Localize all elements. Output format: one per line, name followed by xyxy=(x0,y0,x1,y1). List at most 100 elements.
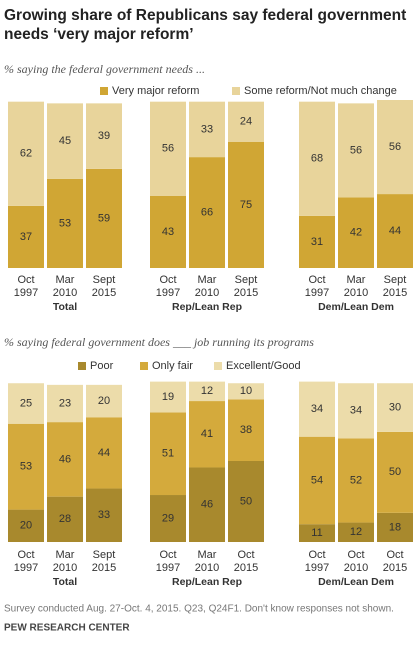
value-label: 46 xyxy=(201,499,213,511)
legend-swatch xyxy=(214,362,222,370)
value-label: 68 xyxy=(311,153,323,165)
bar-segment xyxy=(299,101,335,216)
bar-segment xyxy=(8,101,44,206)
value-label: 30 xyxy=(389,401,401,413)
x-tick-label: Oct xyxy=(159,274,176,286)
bar-segment xyxy=(8,383,44,424)
value-label: 54 xyxy=(311,474,323,486)
bar-segment xyxy=(150,195,186,268)
legend-label: Poor xyxy=(90,360,114,372)
value-label: 44 xyxy=(98,447,110,459)
bar-segment xyxy=(189,381,225,402)
x-tick-label: 2010 xyxy=(344,287,368,299)
x-tick-label: Mar xyxy=(198,274,217,286)
note: Survey conducted Aug. 27-Oct. 4, 2015. Q… xyxy=(4,604,394,615)
x-tick-label: 1997 xyxy=(156,562,180,574)
bar-segment xyxy=(189,101,225,158)
x-tick-label: 1997 xyxy=(14,562,38,574)
value-label: 34 xyxy=(350,405,362,417)
x-tick-label: 2015 xyxy=(383,562,407,574)
x-tick-label: 2010 xyxy=(53,287,77,299)
bar-segment xyxy=(86,103,122,169)
value-label: 25 xyxy=(20,397,32,409)
bar-segment xyxy=(47,496,83,542)
value-label: 10 xyxy=(240,385,252,397)
bar-segment xyxy=(299,381,335,437)
group-label: Dem/Lean Dem xyxy=(318,301,394,313)
value-label: 12 xyxy=(201,385,213,397)
x-tick-label: Sept xyxy=(93,549,116,561)
value-label: 52 xyxy=(350,474,362,486)
x-tick-label: Oct xyxy=(308,549,325,561)
bar-segment xyxy=(299,524,335,542)
value-label: 41 xyxy=(201,428,213,440)
x-tick-label: Oct xyxy=(17,274,34,286)
value-label: 29 xyxy=(162,512,174,524)
subtitle: % saying the federal government needs ..… xyxy=(4,62,205,76)
value-label: 28 xyxy=(59,513,71,525)
x-tick-label: Oct xyxy=(308,274,325,286)
bar-segment xyxy=(377,512,413,542)
title-line: Growing share of Republicans say federal… xyxy=(4,7,406,24)
value-label: 18 xyxy=(389,521,401,533)
value-label: 34 xyxy=(311,403,323,415)
x-tick-label: Mar xyxy=(347,274,366,286)
bar-segment xyxy=(228,399,264,461)
bar-segment xyxy=(86,488,122,542)
bar-segment xyxy=(377,194,413,268)
source: PEW RESEARCH CENTER xyxy=(4,623,130,634)
legend-swatch xyxy=(232,87,240,95)
x-tick-label: 2015 xyxy=(92,562,116,574)
value-label: 33 xyxy=(98,509,110,521)
value-label: 20 xyxy=(20,520,32,532)
x-tick-label: Mar xyxy=(56,549,75,561)
value-label: 45 xyxy=(59,135,71,147)
x-tick-label: Sept xyxy=(93,274,116,286)
legend-label: Excellent/Good xyxy=(226,360,301,372)
bar-segment xyxy=(228,383,264,400)
group-label: Rep/Lean Rep xyxy=(172,576,242,588)
legend-swatch xyxy=(100,87,108,95)
value-label: 42 xyxy=(350,227,362,239)
value-label: 24 xyxy=(240,116,252,128)
value-label: 50 xyxy=(389,466,401,478)
value-label: 33 xyxy=(201,123,213,135)
x-tick-label: Oct xyxy=(237,549,254,561)
value-label: 44 xyxy=(389,225,401,237)
value-label: 19 xyxy=(162,391,174,403)
value-label: 39 xyxy=(98,130,110,142)
bar-segment xyxy=(228,101,264,142)
bar-segment xyxy=(47,103,83,179)
x-tick-label: 2010 xyxy=(195,562,219,574)
x-tick-label: Mar xyxy=(198,549,217,561)
group-label: Dem/Lean Dem xyxy=(318,576,394,588)
bar-segment xyxy=(150,412,186,496)
bar-segment xyxy=(47,422,83,497)
value-label: 59 xyxy=(98,212,110,224)
bar-segment xyxy=(86,168,122,268)
legend-label: Only fair xyxy=(152,360,193,372)
legend-label: Some reform/Not much change xyxy=(244,85,397,97)
bar-segment xyxy=(338,383,374,439)
x-tick-label: 1997 xyxy=(305,287,329,299)
legend-swatch xyxy=(140,362,148,370)
group-label: Total xyxy=(53,301,77,313)
value-label: 56 xyxy=(350,144,362,156)
value-label: 51 xyxy=(162,448,174,460)
bar-segment xyxy=(189,467,225,542)
value-label: 37 xyxy=(20,231,32,243)
bar-segment xyxy=(377,100,413,195)
subtitle: % saying federal government does ___ job… xyxy=(4,335,314,349)
bar-segment xyxy=(150,495,186,542)
bar-segment xyxy=(338,522,374,542)
x-tick-label: Oct xyxy=(347,549,364,561)
bar-segment xyxy=(338,438,374,523)
bar-segment xyxy=(228,142,264,268)
value-label: 56 xyxy=(162,143,174,155)
bar-segment xyxy=(299,436,335,525)
bar-segment xyxy=(86,417,122,489)
bar-segment xyxy=(338,197,374,268)
bar-segment xyxy=(189,401,225,468)
value-label: 31 xyxy=(311,236,323,248)
